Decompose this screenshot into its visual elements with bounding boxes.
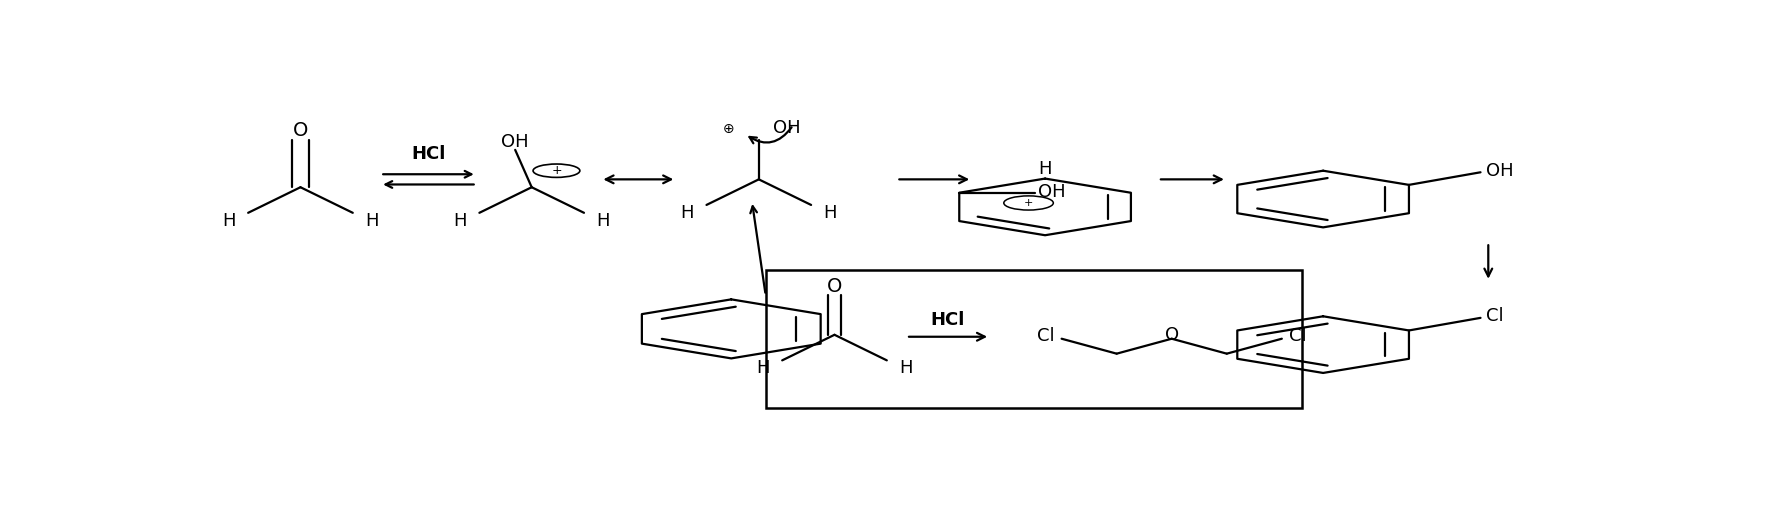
Text: H: H <box>824 204 836 222</box>
Text: Cl: Cl <box>1037 327 1055 344</box>
Text: Cl: Cl <box>1289 327 1307 344</box>
Text: HCl: HCl <box>931 311 964 329</box>
Text: H: H <box>222 212 236 229</box>
Text: H: H <box>680 204 694 222</box>
Text: HCl: HCl <box>412 145 446 163</box>
Text: Cl: Cl <box>1487 307 1504 326</box>
Text: O: O <box>293 121 309 140</box>
Text: OH: OH <box>1037 183 1066 201</box>
Text: +: + <box>551 164 561 177</box>
Text: H: H <box>453 212 467 229</box>
Text: ⊕: ⊕ <box>723 122 733 136</box>
Text: H: H <box>597 212 609 229</box>
Text: H: H <box>1039 160 1051 178</box>
Text: H: H <box>366 212 378 229</box>
Text: O: O <box>1165 326 1179 344</box>
Text: OH: OH <box>1487 161 1513 180</box>
Text: H: H <box>899 359 913 377</box>
Text: H: H <box>757 359 769 377</box>
FancyBboxPatch shape <box>765 270 1302 408</box>
Text: +: + <box>1025 198 1034 208</box>
Text: OH: OH <box>501 133 529 151</box>
Text: OH: OH <box>773 119 801 137</box>
Text: O: O <box>828 277 842 296</box>
